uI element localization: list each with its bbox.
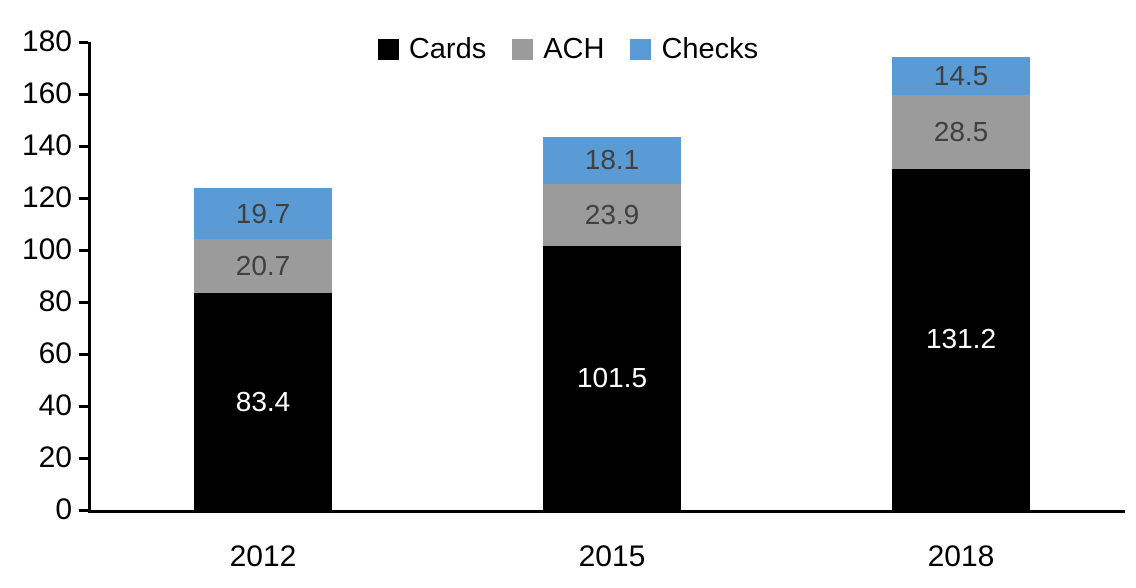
bar-segment-label: 20.7 xyxy=(235,250,291,282)
x-axis-label-2015: 2015 xyxy=(578,540,646,573)
legend-item-checks: Checks xyxy=(630,33,758,66)
bar-segment-ach-2015: 23.9 xyxy=(543,183,681,247)
y-tick-label: 80 xyxy=(38,285,72,318)
y-tick xyxy=(79,249,88,252)
y-tick-label: 20 xyxy=(38,441,72,474)
bar-segment-ach-2018: 28.5 xyxy=(892,94,1030,169)
cards-swatch-icon xyxy=(377,39,399,60)
x-axis-label-2018: 2018 xyxy=(927,540,995,573)
x-axis-label-2012: 2012 xyxy=(229,540,297,573)
y-tick xyxy=(79,353,88,356)
bar-segment-label: 28.5 xyxy=(933,115,989,147)
y-tick-label: 60 xyxy=(38,337,72,370)
ach-swatch-icon xyxy=(512,39,534,60)
bar-segment-cards-2015: 101.5 xyxy=(543,246,681,510)
legend-label-ach: ACH xyxy=(543,33,605,65)
bar-segment-label: 101.5 xyxy=(576,362,648,394)
y-tick-label: 100 xyxy=(21,233,72,266)
y-tick-label: 120 xyxy=(21,181,72,214)
y-tick-label: 140 xyxy=(21,129,72,162)
bar-segment-label: 18.1 xyxy=(584,144,640,176)
bar-segment-checks-2012: 19.7 xyxy=(194,188,332,240)
y-tick xyxy=(79,457,88,460)
y-tick-label: 160 xyxy=(21,77,72,110)
bar-segment-checks-2015: 18.1 xyxy=(543,136,681,184)
y-tick-label: 180 xyxy=(21,25,72,58)
bar-segment-ach-2012: 20.7 xyxy=(194,239,332,294)
bar-segment-label: 83.4 xyxy=(235,385,291,417)
y-tick-label: 40 xyxy=(38,389,72,422)
legend-label-checks: Checks xyxy=(661,33,759,65)
bar-segment-cards-2012: 83.4 xyxy=(194,293,332,510)
bar-segment-label: 14.5 xyxy=(933,59,989,91)
y-tick xyxy=(79,145,88,148)
bar-segment-cards-2018: 131.2 xyxy=(892,168,1030,510)
legend-item-ach: ACH xyxy=(512,33,604,66)
y-axis-line xyxy=(88,42,91,513)
y-tick xyxy=(79,93,88,96)
legend-label-cards: Cards xyxy=(408,33,487,65)
y-tick-label: 0 xyxy=(55,493,72,526)
legend-item-cards: Cards xyxy=(377,33,487,66)
y-tick xyxy=(79,197,88,200)
bar-segment-label: 131.2 xyxy=(925,323,997,355)
checks-swatch-icon xyxy=(630,39,652,60)
x-axis-line xyxy=(88,510,1125,513)
y-tick xyxy=(79,405,88,408)
bar-segment-label: 19.7 xyxy=(235,197,291,229)
y-tick xyxy=(79,509,88,512)
bar-segment-checks-2018: 14.5 xyxy=(892,57,1030,95)
y-tick xyxy=(79,41,88,44)
y-tick xyxy=(79,301,88,304)
bar-segment-label: 23.9 xyxy=(584,199,640,231)
